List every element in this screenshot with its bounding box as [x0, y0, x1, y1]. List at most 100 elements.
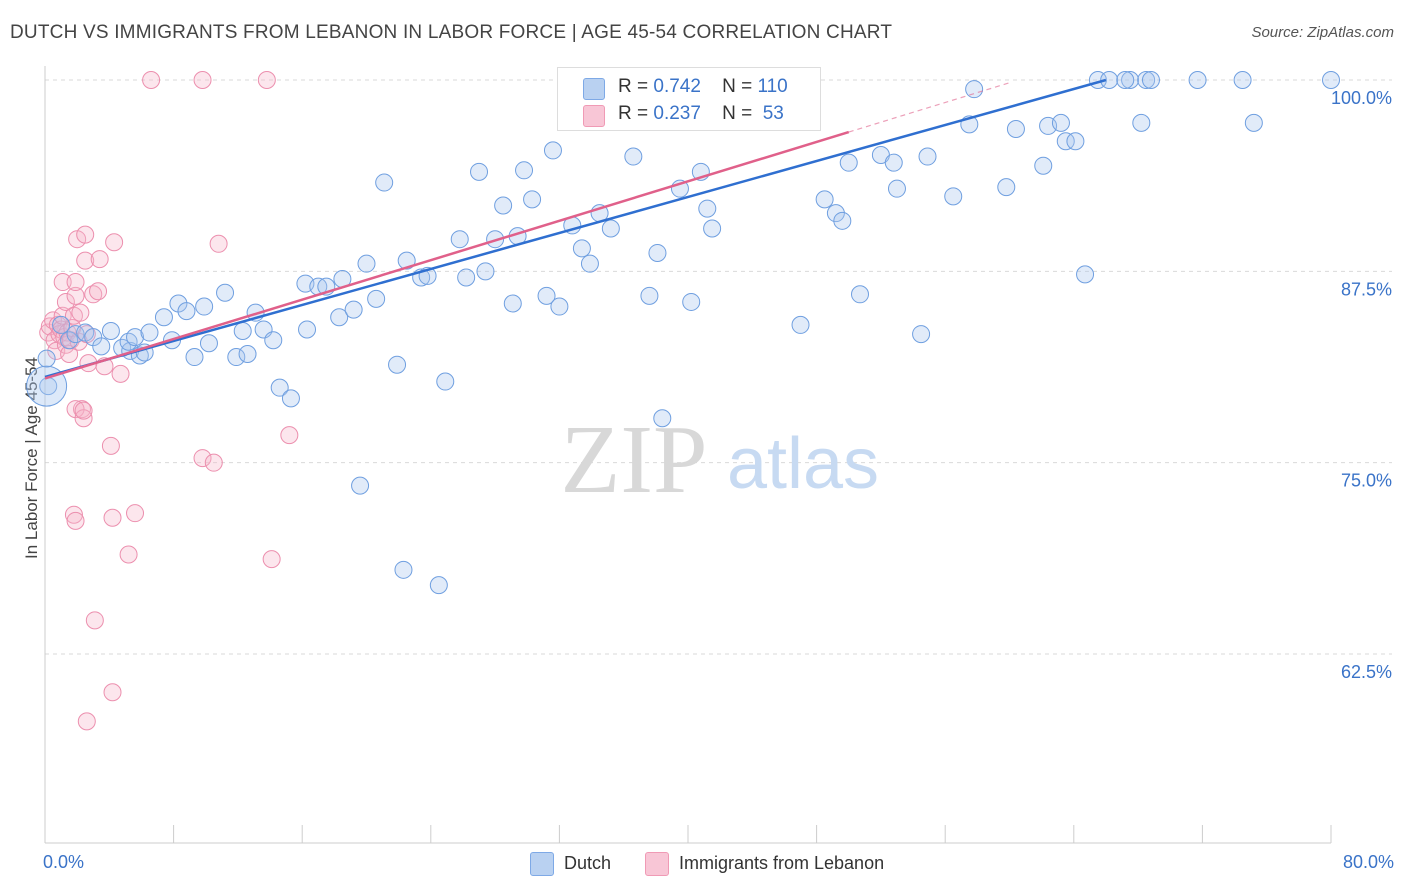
y-tick-label: 75.0% — [1341, 471, 1392, 491]
lebanon-trend-extension — [848, 82, 1010, 133]
dutch-point — [1076, 265, 1095, 284]
dutch-point — [227, 348, 246, 367]
axes — [44, 66, 1332, 844]
legend-r-value-dutch: 0.742 — [653, 76, 701, 97]
lebanon-point — [101, 436, 120, 455]
dutch-point — [1188, 71, 1207, 89]
x-tick-label-min: 0.0% — [43, 852, 85, 872]
lebanon-point — [262, 550, 281, 569]
lebanon-point — [53, 273, 72, 292]
lebanon-points — [39, 71, 299, 731]
dutch-point — [523, 190, 542, 209]
dutch-point — [140, 323, 159, 342]
dutch-point — [918, 147, 937, 166]
dutch-point — [884, 153, 903, 172]
dutch-point — [1121, 71, 1140, 89]
stats-legend: R = 0.742 N = 110 R = 0.237 N = 53 — [557, 67, 821, 131]
dutch-point — [37, 349, 56, 368]
dutch-point — [1066, 132, 1085, 151]
dutch-point — [1132, 113, 1151, 132]
dutch-point — [791, 315, 810, 334]
y-tick-label: 100.0% — [1331, 88, 1392, 108]
dutch-point — [543, 141, 562, 160]
legend-n-label: N = — [722, 103, 753, 124]
legend-item-lebanon: Immigrants from Lebanon — [645, 852, 884, 876]
dutch-point — [298, 320, 317, 339]
dutch-point — [494, 196, 513, 215]
lebanon-point — [74, 409, 93, 428]
dutch-point — [270, 378, 289, 397]
lebanon-point — [193, 449, 212, 468]
legend-r-label: R = — [618, 76, 649, 97]
lebanon-point — [76, 251, 95, 270]
dutch-point — [450, 230, 469, 249]
dutch-point — [344, 300, 363, 319]
gridlines — [45, 79, 1392, 655]
trend-lines — [44, 78, 1107, 380]
legend-swatch-dutch — [530, 852, 554, 876]
dutch-point — [1006, 119, 1025, 138]
dutch-point — [640, 286, 659, 305]
dutch-point — [126, 328, 145, 347]
dutch-trend-line — [44, 78, 1107, 379]
lebanon-point — [77, 712, 96, 731]
dutch-point — [1034, 156, 1053, 175]
dutch-point — [195, 297, 214, 316]
dutch-point — [357, 254, 376, 273]
lebanon-point — [66, 511, 85, 530]
dutch-point — [457, 268, 476, 287]
dutch-point — [397, 251, 416, 270]
dutch-point — [537, 286, 556, 305]
dutch-point — [476, 262, 495, 281]
dutch-point — [330, 308, 349, 327]
lebanon-point — [193, 71, 212, 89]
watermark-zip: ZIP — [561, 406, 708, 514]
dutch-point — [833, 211, 852, 230]
lebanon-point — [85, 611, 104, 630]
legend-r-label: R = — [618, 103, 649, 124]
lebanon-point — [56, 292, 75, 311]
dutch-point — [1100, 71, 1119, 89]
source-label: Source: ZipAtlas.com — [1251, 24, 1394, 41]
lebanon-point — [60, 344, 79, 363]
legend-swatch-lebanon — [583, 105, 605, 127]
dutch-point — [429, 576, 448, 595]
dutch-point — [1141, 71, 1160, 89]
dutch-point — [101, 322, 120, 341]
watermark: ZIP atlas — [561, 406, 880, 514]
dutch-point — [698, 199, 717, 218]
dutch-point — [233, 322, 252, 341]
dutch-point — [436, 372, 455, 391]
legend-r-value-lebanon: 0.237 — [653, 103, 701, 124]
dutch-point — [216, 283, 235, 302]
dutch-point — [965, 80, 984, 99]
lebanon-point — [74, 401, 93, 420]
dutch-point — [944, 187, 963, 206]
legend-n-label: N = — [722, 76, 753, 97]
dutch-point — [470, 162, 489, 181]
lebanon-point — [66, 273, 85, 292]
dutch-point — [1322, 71, 1340, 89]
lebanon-point — [64, 505, 83, 524]
dutch-point — [1244, 113, 1263, 132]
dutch-point — [119, 332, 138, 351]
dutch-point — [851, 285, 870, 304]
dutch-point — [351, 476, 370, 495]
dutch-point — [624, 147, 643, 166]
dutch-point — [185, 348, 204, 367]
lebanon-point — [142, 71, 161, 89]
dutch-point — [375, 173, 394, 192]
dutch-point — [648, 243, 667, 262]
lebanon-point — [119, 545, 138, 564]
dutch-point — [601, 219, 620, 238]
lebanon-point — [71, 303, 90, 322]
lebanon-point — [209, 234, 228, 253]
lebanon-point — [111, 364, 130, 383]
y-tick-label: 87.5% — [1341, 279, 1392, 299]
dutch-point — [912, 325, 931, 344]
dutch-point — [1116, 71, 1135, 89]
y-tick-label: 62.5% — [1341, 662, 1392, 682]
dutch-point — [154, 308, 173, 327]
lebanon-point — [103, 508, 122, 527]
dutch-point — [503, 294, 522, 313]
